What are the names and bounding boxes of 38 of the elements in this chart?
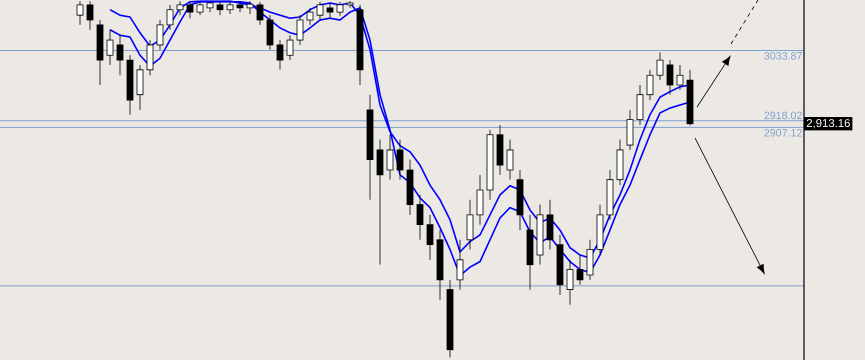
candlestick xyxy=(336,1,344,16)
text: 2,913.16 xyxy=(806,119,850,128)
candlestick xyxy=(576,254,584,286)
candlestick xyxy=(566,259,574,306)
candlestick xyxy=(246,0,254,14)
candlestick xyxy=(116,34,124,76)
candlestick xyxy=(296,14,304,46)
candlestick xyxy=(156,20,164,50)
candlestick xyxy=(506,139,514,180)
candlestick xyxy=(76,0,84,26)
candlestick xyxy=(166,4,174,30)
candlestick xyxy=(186,1,194,19)
candlestick xyxy=(396,139,404,180)
candlestick xyxy=(306,7,314,26)
candlestick xyxy=(196,1,204,16)
candlestick xyxy=(236,0,244,13)
candlestick xyxy=(256,1,264,26)
ref-line-label: 3033.87 xyxy=(764,52,802,60)
candlestick xyxy=(416,194,424,240)
candlestick xyxy=(106,29,114,66)
candlestick xyxy=(216,0,224,16)
candlestick xyxy=(326,2,334,19)
ref-line-label: 2918.02 xyxy=(764,112,802,120)
candlestick xyxy=(386,134,394,180)
candlestick xyxy=(316,1,324,20)
candlestick xyxy=(86,0,94,30)
candlestick xyxy=(226,1,234,14)
candlestick xyxy=(206,0,214,13)
candlestick xyxy=(646,69,654,101)
candlestick xyxy=(286,34,294,60)
candlestick xyxy=(456,239,464,290)
candlestick xyxy=(656,52,664,81)
ref-line-label: 2907.12 xyxy=(764,129,802,137)
candlestick xyxy=(426,214,434,260)
candlestick xyxy=(176,0,184,16)
candlestick xyxy=(676,64,684,90)
candlestick xyxy=(666,60,674,96)
candlestick xyxy=(276,40,284,70)
